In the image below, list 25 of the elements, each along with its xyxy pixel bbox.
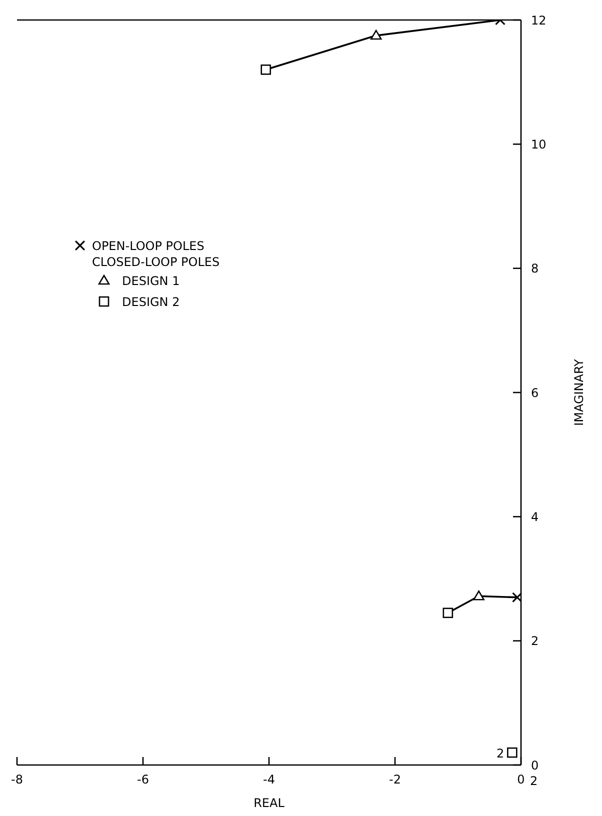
y-axis-title: IMAGINARY <box>572 358 586 426</box>
y-tick-label: 10 <box>531 137 546 152</box>
x-axis-title: REAL <box>254 796 285 810</box>
y-tick-label: 8 <box>531 262 539 276</box>
annotation: 2 <box>496 746 504 761</box>
point <box>442 608 454 618</box>
x-tick-label: 0 <box>517 772 525 787</box>
y-tick-label: 6 <box>531 386 539 400</box>
x-tick-label: -4 <box>263 772 275 787</box>
point <box>260 64 271 75</box>
point <box>473 590 484 600</box>
y-tick-label: 0 <box>531 758 539 772</box>
point <box>370 30 382 40</box>
point <box>507 747 518 758</box>
y-tick-label: 2 <box>531 634 539 648</box>
y-tick-label: 4 <box>531 510 539 524</box>
legend-label: DESIGN 1 <box>122 274 180 288</box>
point <box>512 592 521 602</box>
x-tick-label: -6 <box>137 772 149 787</box>
legend-label: OPEN-LOOP POLES <box>92 239 204 253</box>
y-tick-label: 12 <box>531 13 546 28</box>
legend-label: DESIGN 2 <box>122 295 180 309</box>
legend-title: CLOSED-LOOP POLES <box>92 255 220 269</box>
x-tick-label: -2 <box>389 772 401 787</box>
x-tick-label: -8 <box>11 772 23 787</box>
